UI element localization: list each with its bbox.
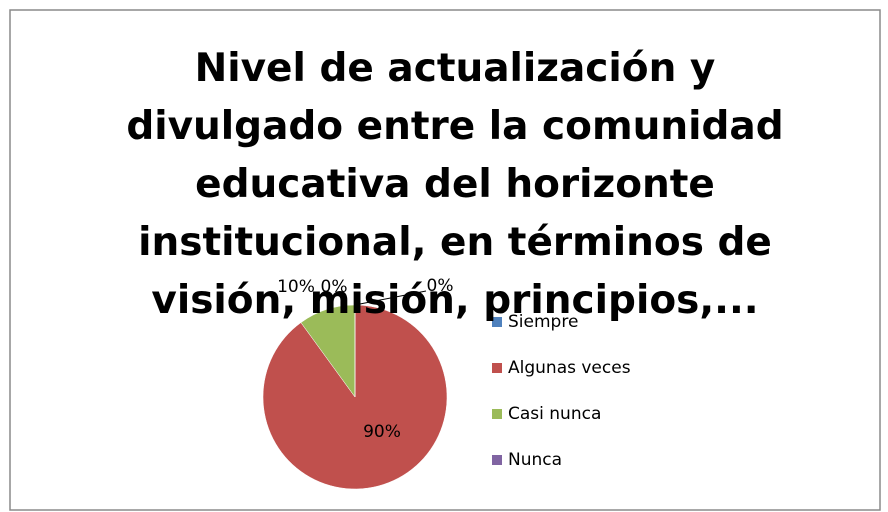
legend-label: Casi nunca (508, 404, 601, 424)
legend-swatch (492, 455, 502, 465)
legend-label: Nunca (508, 450, 562, 470)
data-label: 90% (363, 422, 401, 442)
legend-label: Algunas veces (508, 358, 631, 378)
chart-title: Nivel de actualización y divulgado entre… (126, 46, 784, 323)
data-label: 0% (427, 276, 454, 296)
legend-swatch (492, 317, 502, 327)
legend-swatch (492, 409, 502, 419)
data-label: 10% (277, 277, 315, 297)
data-label: 0% (321, 277, 348, 297)
legend-swatch (492, 363, 502, 373)
legend-label: Siempre (508, 312, 578, 332)
chart-frame (9, 9, 881, 511)
leader-line (354, 290, 427, 306)
